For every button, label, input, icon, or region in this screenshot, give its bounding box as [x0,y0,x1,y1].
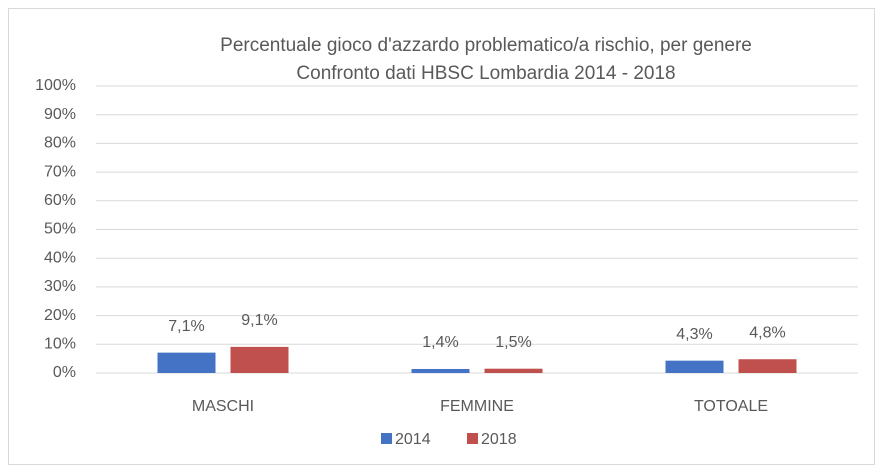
legend-swatch [467,433,478,444]
legend-label: 2014 [395,431,431,448]
data-label: 7,1% [168,318,204,335]
y-tick-label: 30% [44,278,76,295]
y-tick-label: 10% [44,336,76,353]
bar [484,368,543,373]
y-tick-label: 100% [35,77,76,94]
bar [665,360,724,373]
chart-border [8,8,875,465]
data-label: 4,8% [749,324,785,341]
y-tick-label: 20% [44,307,76,324]
bar [157,352,216,373]
y-tick-label: 90% [44,106,76,123]
data-label: 4,3% [676,326,712,343]
chart-title: Percentuale gioco d'azzardo problematico… [220,35,752,56]
chart-subtitle: Confronto dati HBSC Lombardia 2014 - 201… [296,63,675,84]
data-label: 1,4% [422,334,458,351]
x-tick-label: MASCHI [192,398,254,415]
y-tick-label: 0% [53,364,76,381]
bar [738,359,797,373]
y-tick-label: 40% [44,249,76,266]
y-tick-label: 80% [44,135,76,152]
y-tick-label: 70% [44,163,76,180]
x-tick-label: TOTOALE [694,398,768,415]
data-label: 9,1% [241,312,277,329]
legend-label: 2018 [481,431,517,448]
legend-swatch [381,433,392,444]
y-tick-label: 60% [44,192,76,209]
y-tick-label: 50% [44,221,76,238]
bar [411,368,470,373]
data-label: 1,5% [495,334,531,351]
bar [230,346,289,373]
x-tick-label: FEMMINE [440,398,514,415]
